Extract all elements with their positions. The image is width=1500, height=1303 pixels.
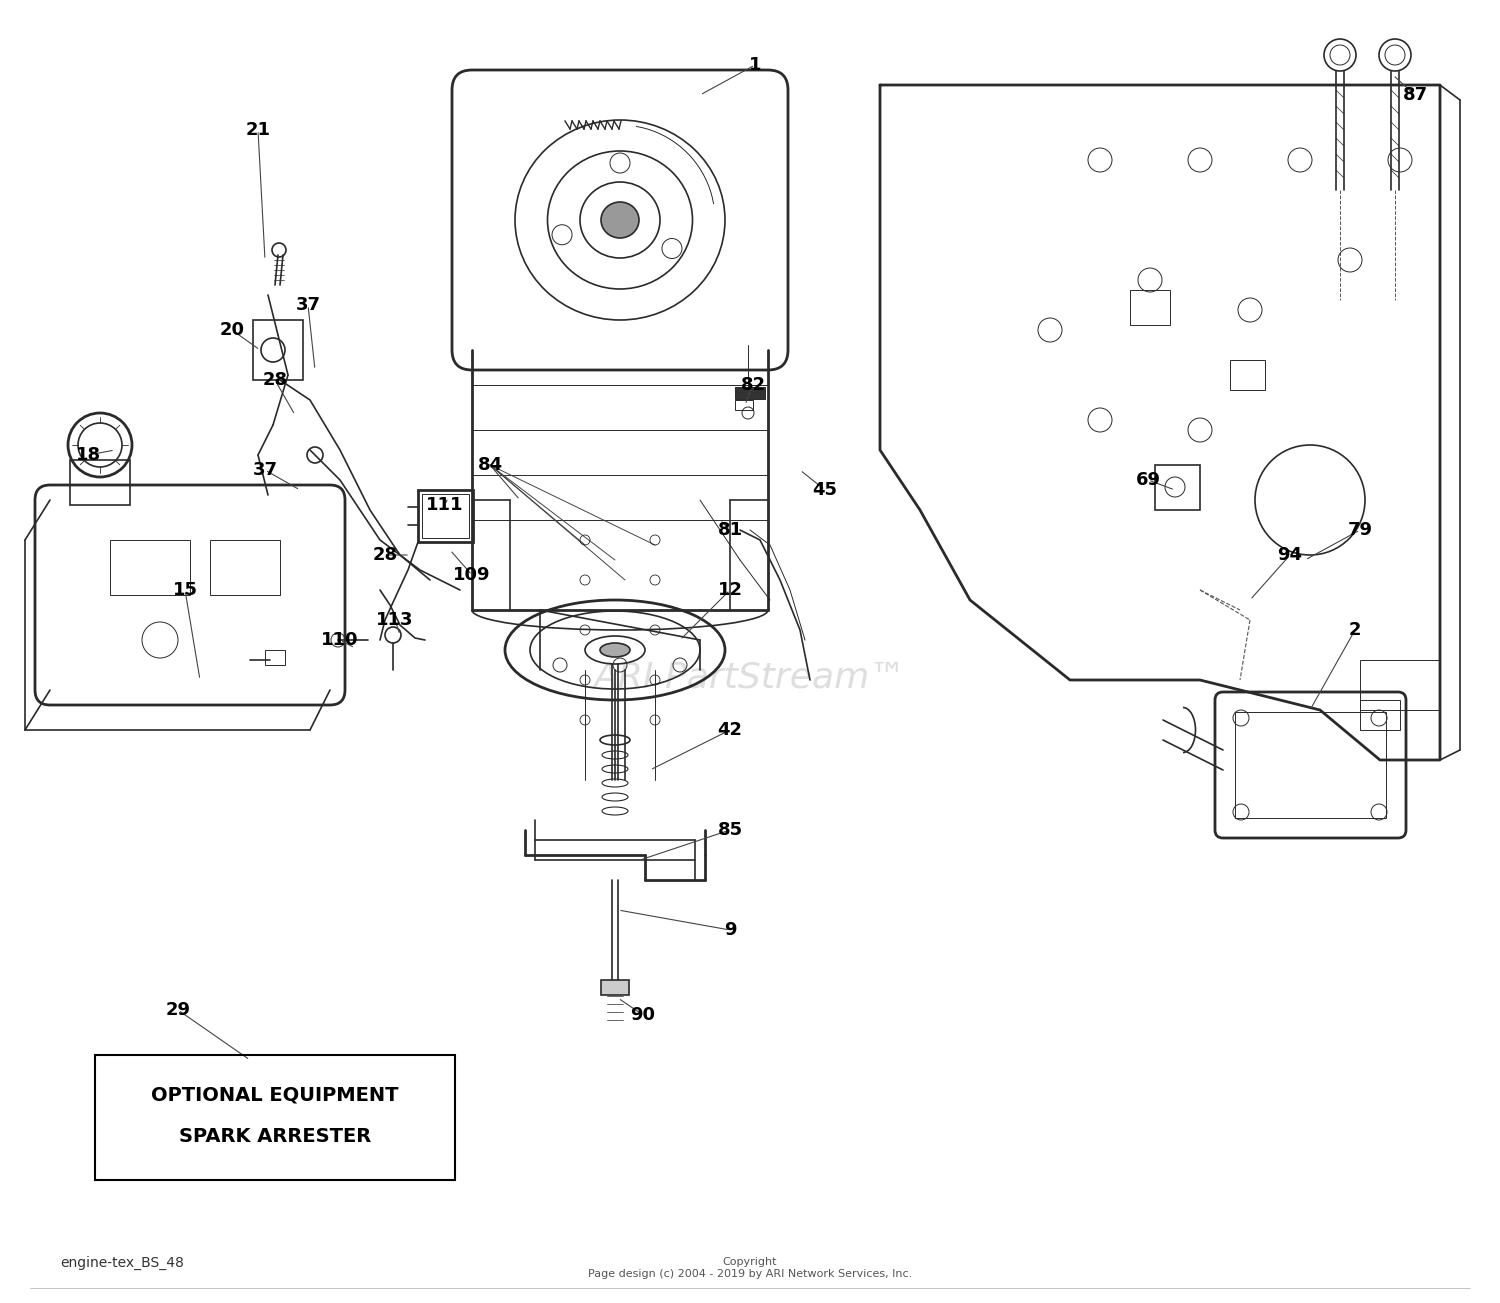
Bar	[1130, 291, 1170, 324]
Bar	[1360, 700, 1400, 730]
Text: 94: 94	[1278, 546, 1302, 564]
Text: OPTIONAL EQUIPMENT: OPTIONAL EQUIPMENT	[152, 1085, 399, 1105]
Text: 69: 69	[1136, 470, 1161, 489]
Bar	[1230, 360, 1264, 390]
Text: ARI PartStream™: ARI PartStream™	[594, 661, 906, 694]
Bar	[254, 321, 303, 380]
Text: 42: 42	[717, 721, 742, 739]
Text: 84: 84	[477, 456, 502, 474]
Text: 85: 85	[717, 821, 742, 839]
Bar	[110, 539, 190, 595]
Text: 45: 45	[813, 481, 837, 499]
Bar	[735, 387, 765, 399]
Text: 82: 82	[741, 377, 765, 394]
Text: 12: 12	[717, 581, 742, 599]
Ellipse shape	[602, 202, 639, 238]
Text: 1: 1	[748, 56, 760, 74]
Bar	[94, 1055, 454, 1181]
Text: 81: 81	[717, 521, 742, 539]
Text: 37: 37	[296, 296, 321, 314]
Text: Copyright
Page design (c) 2004 - 2019 by ARI Network Services, Inc.: Copyright Page design (c) 2004 - 2019 by…	[588, 1257, 912, 1278]
Bar	[1155, 465, 1200, 509]
Text: 9: 9	[723, 921, 736, 939]
Text: 28: 28	[262, 371, 288, 390]
Text: 87: 87	[1402, 86, 1428, 104]
Text: 20: 20	[219, 321, 245, 339]
Text: 37: 37	[252, 461, 278, 480]
Text: 21: 21	[246, 121, 270, 139]
Text: 109: 109	[453, 566, 491, 584]
Bar	[210, 539, 280, 595]
Text: engine-tex_BS_48: engine-tex_BS_48	[60, 1256, 184, 1270]
Text: 113: 113	[376, 611, 414, 629]
Bar	[1360, 661, 1440, 710]
Bar	[70, 460, 130, 506]
Bar	[735, 400, 753, 410]
Text: 111: 111	[426, 496, 464, 513]
Bar	[602, 980, 628, 995]
Text: 2: 2	[1348, 622, 1362, 638]
Bar	[419, 490, 472, 542]
Bar	[422, 494, 470, 538]
Bar	[266, 650, 285, 665]
Text: SPARK ARRESTER: SPARK ARRESTER	[178, 1127, 370, 1147]
Text: 79: 79	[1347, 521, 1372, 539]
Text: 18: 18	[75, 446, 100, 464]
Ellipse shape	[600, 642, 630, 657]
Text: 90: 90	[630, 1006, 656, 1024]
Bar	[1234, 711, 1386, 818]
Text: 29: 29	[165, 1001, 190, 1019]
Text: 15: 15	[172, 581, 198, 599]
Text: 28: 28	[372, 546, 398, 564]
Text: 110: 110	[321, 631, 358, 649]
